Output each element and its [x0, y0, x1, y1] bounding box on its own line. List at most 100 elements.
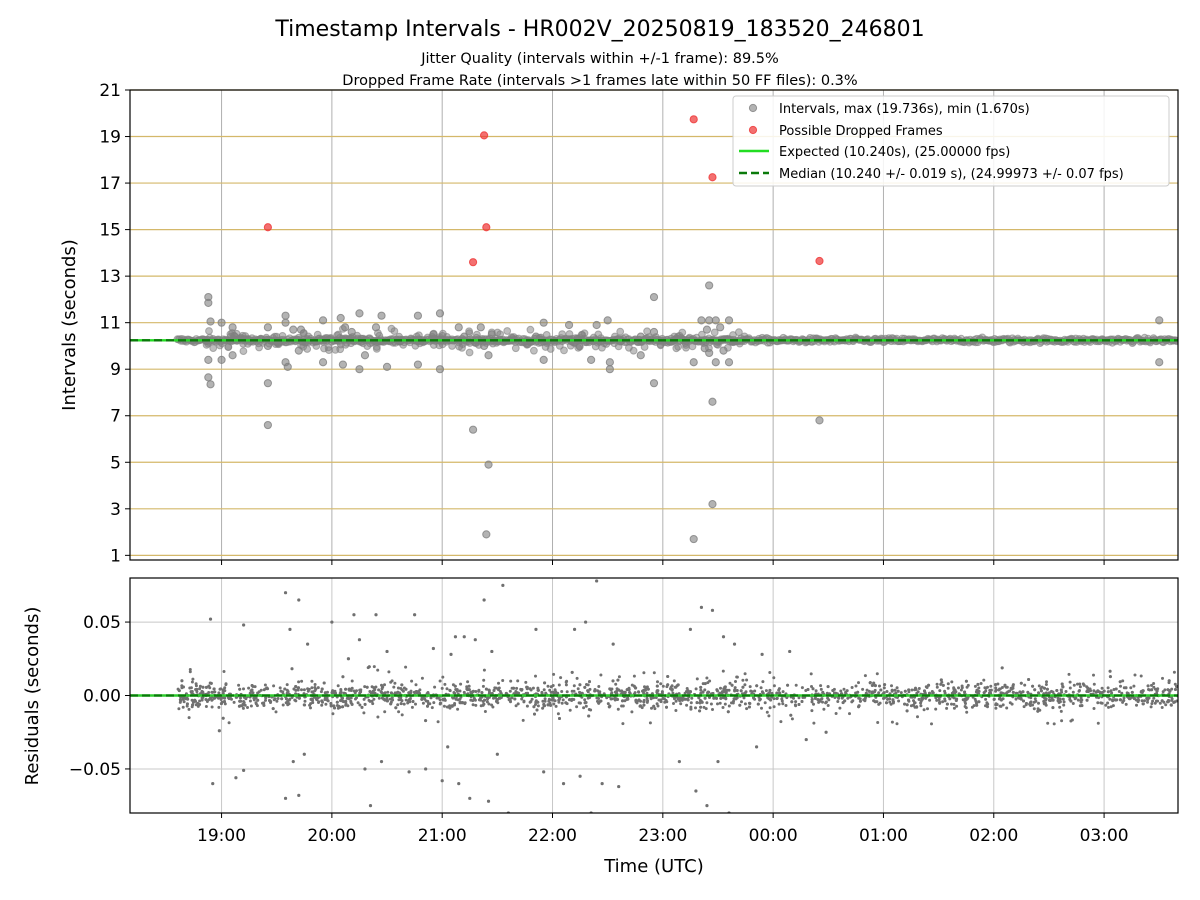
residual-point — [1062, 700, 1066, 704]
residual-point — [482, 598, 486, 602]
residual-point — [385, 699, 389, 703]
residual-point — [414, 702, 417, 706]
residual-point — [297, 793, 301, 797]
residual-point — [645, 697, 649, 701]
residual-point — [559, 676, 563, 680]
residual-point — [879, 688, 883, 692]
residual-point — [896, 689, 900, 693]
residual-point — [1033, 688, 1037, 692]
interval-point — [594, 330, 603, 339]
residual-point — [913, 701, 917, 705]
residual-point — [747, 701, 751, 705]
residual-point — [775, 691, 779, 695]
residual-point — [452, 691, 456, 695]
residual-point — [790, 700, 794, 704]
residual-point — [724, 691, 728, 695]
residual-point — [697, 696, 701, 700]
residual-point — [238, 687, 242, 691]
interval-point — [539, 355, 548, 365]
residual-point — [363, 767, 367, 771]
residual-point — [620, 699, 624, 703]
residual-point — [249, 704, 253, 708]
residual-point — [424, 767, 428, 771]
residual-point — [471, 703, 475, 707]
residual-point — [362, 711, 366, 715]
residual-point — [1150, 688, 1154, 692]
x-tick-label: 01:00 — [859, 826, 908, 846]
residual-point — [432, 701, 436, 705]
residual-point — [743, 691, 747, 695]
residual-point — [665, 705, 668, 709]
residual-point — [1152, 685, 1156, 689]
residual-point — [1032, 707, 1036, 711]
residuals-x-ticks: 19:00 20:00 21:00 22:00 23:00 00:00 01:00 02:00… — [197, 813, 1129, 846]
interval-point — [224, 343, 233, 351]
residual-point — [447, 705, 451, 709]
interval-point — [592, 320, 601, 330]
residual-point — [1099, 701, 1103, 705]
residual-point — [336, 684, 340, 688]
intervals-y-tick-label: 3 — [110, 500, 121, 520]
residual-point — [219, 696, 223, 699]
residual-point — [293, 698, 297, 702]
residual-point — [317, 701, 320, 704]
residual-point — [698, 709, 702, 713]
residual-point — [1156, 687, 1160, 691]
residual-point — [1036, 709, 1040, 713]
interval-point — [484, 351, 493, 360]
residual-point — [997, 697, 1001, 701]
residual-point — [288, 627, 292, 632]
residual-point — [194, 688, 198, 691]
residual-point — [313, 683, 317, 686]
residual-point — [621, 722, 625, 726]
residual-point — [926, 707, 929, 711]
interval-point — [336, 340, 345, 349]
residual-point — [480, 691, 484, 695]
residual-point — [568, 698, 572, 701]
residual-point — [1141, 702, 1145, 706]
residual-point — [212, 687, 216, 691]
residual-point — [676, 683, 680, 687]
interval-point — [689, 534, 698, 544]
residual-point — [890, 684, 893, 688]
residual-point — [923, 689, 926, 693]
residual-point — [264, 698, 267, 702]
residual-point — [536, 686, 540, 690]
residual-point — [615, 689, 619, 693]
residual-point — [335, 700, 339, 704]
intervals-y-tick-label: 11 — [99, 314, 121, 334]
residual-point — [280, 697, 284, 701]
residual-point — [1128, 697, 1132, 701]
interval-point — [629, 346, 638, 355]
residual-point — [1152, 696, 1156, 700]
residual-point — [454, 697, 458, 701]
residual-point — [322, 681, 326, 685]
interval-point — [602, 340, 611, 348]
residual-point — [834, 712, 838, 715]
residual-point — [237, 704, 241, 708]
residual-point — [674, 699, 678, 703]
residual-point — [200, 697, 204, 701]
residual-point — [331, 712, 335, 716]
residual-point — [927, 683, 931, 687]
residual-point — [786, 683, 790, 687]
residual-point — [950, 702, 953, 706]
residual-point — [471, 690, 475, 694]
residual-point — [1170, 687, 1174, 691]
residual-point — [588, 680, 591, 684]
interval-point — [724, 316, 734, 325]
interval-point — [1155, 358, 1164, 367]
residual-point — [241, 703, 245, 706]
residual-point — [344, 687, 348, 691]
residual-point — [732, 642, 737, 646]
residual-point — [1051, 706, 1055, 710]
residual-point — [1033, 697, 1037, 701]
residual-point — [303, 699, 307, 703]
residual-point — [292, 687, 296, 691]
residual-point — [690, 696, 694, 700]
residual-point — [211, 690, 214, 694]
residual-point — [846, 696, 850, 700]
residual-point — [529, 700, 533, 703]
residual-point — [1059, 709, 1063, 713]
residual-point — [1108, 675, 1112, 679]
